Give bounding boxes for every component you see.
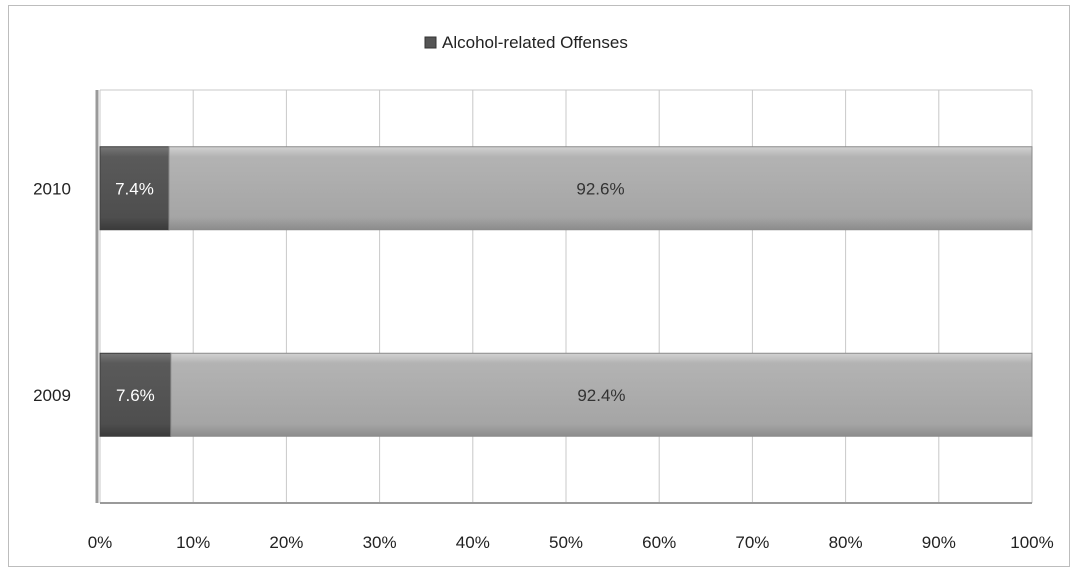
x-tick-label: 90% — [922, 533, 956, 552]
data-label: 7.4% — [115, 179, 154, 198]
legend-swatch — [424, 36, 437, 49]
legend-entry: Alcohol-related Offenses — [442, 33, 628, 52]
chart-frame — [8, 5, 1070, 567]
x-tick-label: 10% — [176, 533, 210, 552]
y-category-label: 2010 — [33, 179, 71, 198]
data-label: 92.6% — [576, 179, 624, 198]
x-tick-label: 30% — [363, 533, 397, 552]
x-tick-label: 60% — [642, 533, 676, 552]
bar-segment — [170, 352, 1033, 437]
bar-segment — [168, 146, 1033, 231]
x-tick-label: 100% — [1010, 533, 1053, 552]
y-category-label: 2009 — [33, 386, 71, 405]
x-tick-label: 50% — [549, 533, 583, 552]
x-tick-label: 80% — [829, 533, 863, 552]
data-label: 92.4% — [577, 386, 625, 405]
x-tick-label: 20% — [269, 533, 303, 552]
x-tick-label: 40% — [456, 533, 490, 552]
data-label: 7.6% — [116, 386, 155, 405]
x-tick-label: 0% — [88, 533, 113, 552]
x-tick-label: 70% — [735, 533, 769, 552]
